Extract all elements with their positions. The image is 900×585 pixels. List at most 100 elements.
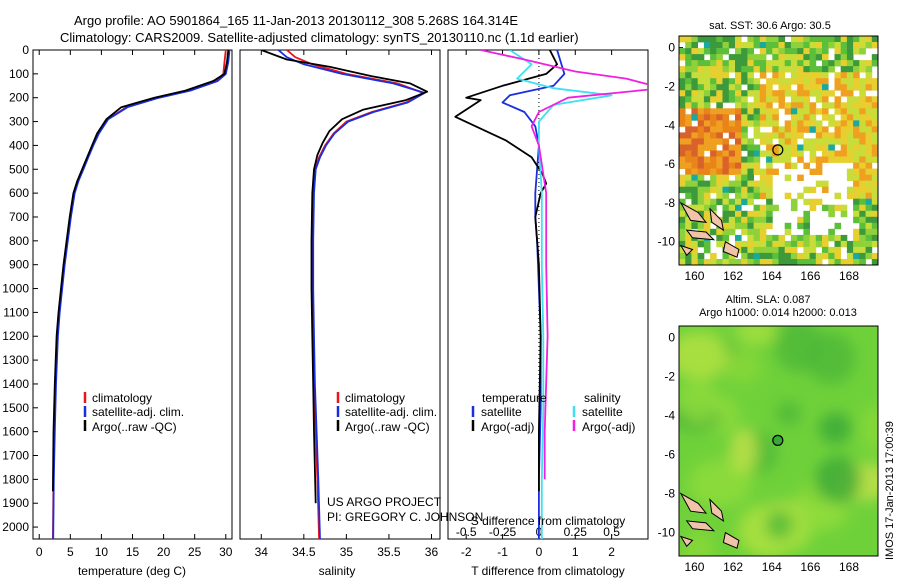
sst-cell <box>691 222 698 230</box>
sst-cell <box>859 216 866 224</box>
sst-cell <box>803 114 810 121</box>
sst-cell <box>809 259 817 265</box>
sst-cell <box>803 222 810 230</box>
sst-cell <box>822 42 829 49</box>
sla-blob <box>681 528 715 556</box>
sst-cell <box>809 168 817 175</box>
sst-cell <box>846 132 854 139</box>
sst-cell <box>710 186 717 194</box>
sst-cell <box>722 78 730 85</box>
sst-cell <box>803 186 810 194</box>
sst-cell <box>747 84 754 91</box>
sst-cell <box>822 150 829 157</box>
sst-cell <box>803 60 810 67</box>
sst-cell <box>865 222 873 230</box>
series-line-satellite <box>277 50 426 539</box>
sst-cell <box>679 252 686 260</box>
sst-cell <box>871 252 878 260</box>
sst-cell <box>859 234 866 242</box>
sst-cell <box>685 192 692 200</box>
sst-cell <box>697 222 705 230</box>
sst-cell <box>840 36 848 43</box>
sst-cell <box>741 156 748 163</box>
sst-cell <box>859 48 866 55</box>
sst-cell <box>840 84 848 91</box>
sst-cell <box>809 234 817 242</box>
sst-cell <box>809 54 817 61</box>
sst-cell <box>710 42 717 49</box>
sst-cell <box>784 259 792 265</box>
sst-cell <box>859 168 866 175</box>
sst-cell <box>741 240 748 248</box>
sst-cell <box>778 66 786 73</box>
sst-cell <box>859 78 866 85</box>
sst-cell <box>703 144 711 151</box>
sst-cell <box>716 228 723 236</box>
sst-cell <box>803 234 810 242</box>
sst-cell <box>778 42 786 49</box>
sst-cell <box>803 252 810 260</box>
sst-cell <box>741 66 748 73</box>
x-tick-label: 25 <box>188 545 202 559</box>
sst-cell <box>703 156 711 163</box>
sst-cell <box>784 78 792 85</box>
sst-cell <box>772 168 779 175</box>
sst-cell <box>797 120 804 127</box>
sst-cell <box>772 60 779 67</box>
difference-legend: temperature salinity satellite Argo(-adj… <box>471 391 635 434</box>
sst-cell <box>803 126 810 133</box>
y-tick-label: 1900 <box>2 496 29 510</box>
sst-cell <box>679 132 686 139</box>
sst-cell <box>846 150 854 157</box>
sst-cell <box>828 138 835 145</box>
sst-cell <box>741 192 748 200</box>
sst-cell <box>853 48 860 55</box>
y-tick-label: -2 <box>664 79 675 93</box>
sst-cell <box>759 132 767 139</box>
sst-cell <box>772 42 779 49</box>
y-tick-label: -10 <box>658 235 676 249</box>
sst-cell <box>822 180 829 187</box>
sst-cell <box>859 228 866 236</box>
y-tick-label: 1500 <box>2 401 29 415</box>
sst-cell <box>853 150 860 157</box>
sst-cell <box>797 252 804 260</box>
sst-cell <box>685 102 692 109</box>
sst-cell <box>716 132 723 139</box>
sst-cell <box>803 84 810 91</box>
sst-cell <box>716 198 723 206</box>
sst-cell <box>697 48 705 55</box>
sst-cell <box>722 234 730 242</box>
sst-cell <box>747 36 754 43</box>
sst-cell <box>853 84 860 91</box>
sst-cell <box>809 84 817 91</box>
sst-cell <box>859 222 866 230</box>
sst-cell <box>778 54 786 61</box>
sst-cell <box>797 108 804 115</box>
sst-cell <box>722 36 730 43</box>
sst-cell <box>797 66 804 73</box>
sst-cell <box>716 84 723 91</box>
sst-cell <box>846 240 854 248</box>
sst-cell <box>710 120 717 127</box>
sst-cell <box>716 108 723 115</box>
sst-cell <box>859 210 866 218</box>
sst-cell <box>697 90 705 97</box>
sst-cell <box>703 48 711 55</box>
sla-map-frame <box>678 325 879 557</box>
sst-cell <box>728 186 736 194</box>
sst-cell <box>853 144 860 151</box>
sst-cell <box>710 96 717 103</box>
sst-cell <box>766 150 773 157</box>
sst-cell <box>766 240 773 248</box>
sst-cell <box>840 126 848 133</box>
sst-cell <box>846 174 854 181</box>
sst-cell <box>809 108 817 115</box>
sst-cell <box>722 156 730 163</box>
sst-cell <box>691 192 698 200</box>
sst-cell <box>859 132 866 139</box>
legend-t-argo-label: Argo(-adj) <box>481 420 534 434</box>
y-tick-label: 0 <box>22 43 29 57</box>
sst-cell <box>797 84 804 91</box>
sst-cell <box>809 138 817 145</box>
